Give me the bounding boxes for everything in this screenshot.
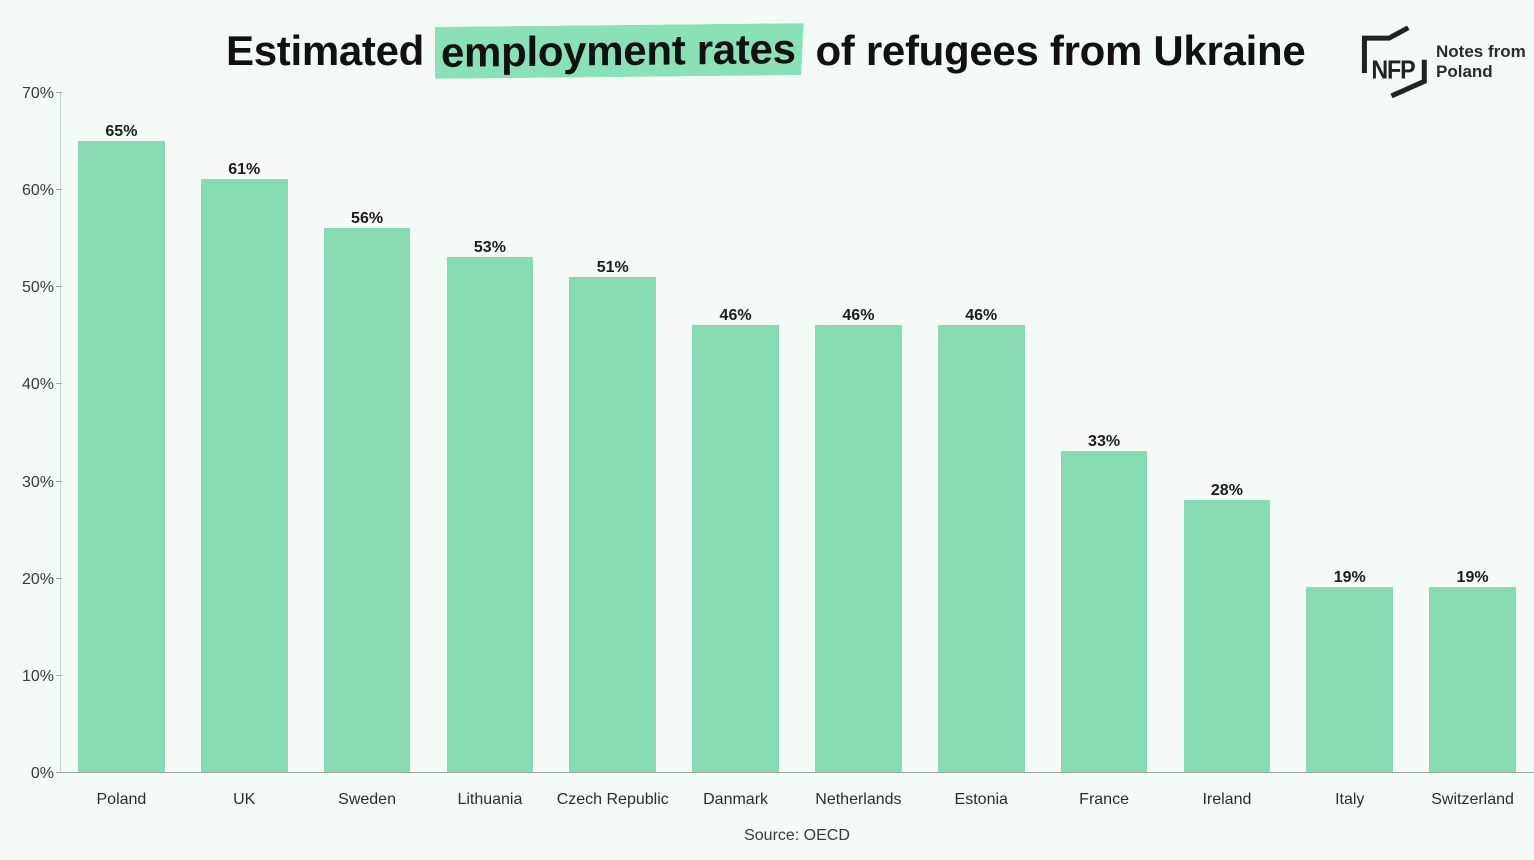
- svg-text:NFP: NFP: [1371, 56, 1415, 84]
